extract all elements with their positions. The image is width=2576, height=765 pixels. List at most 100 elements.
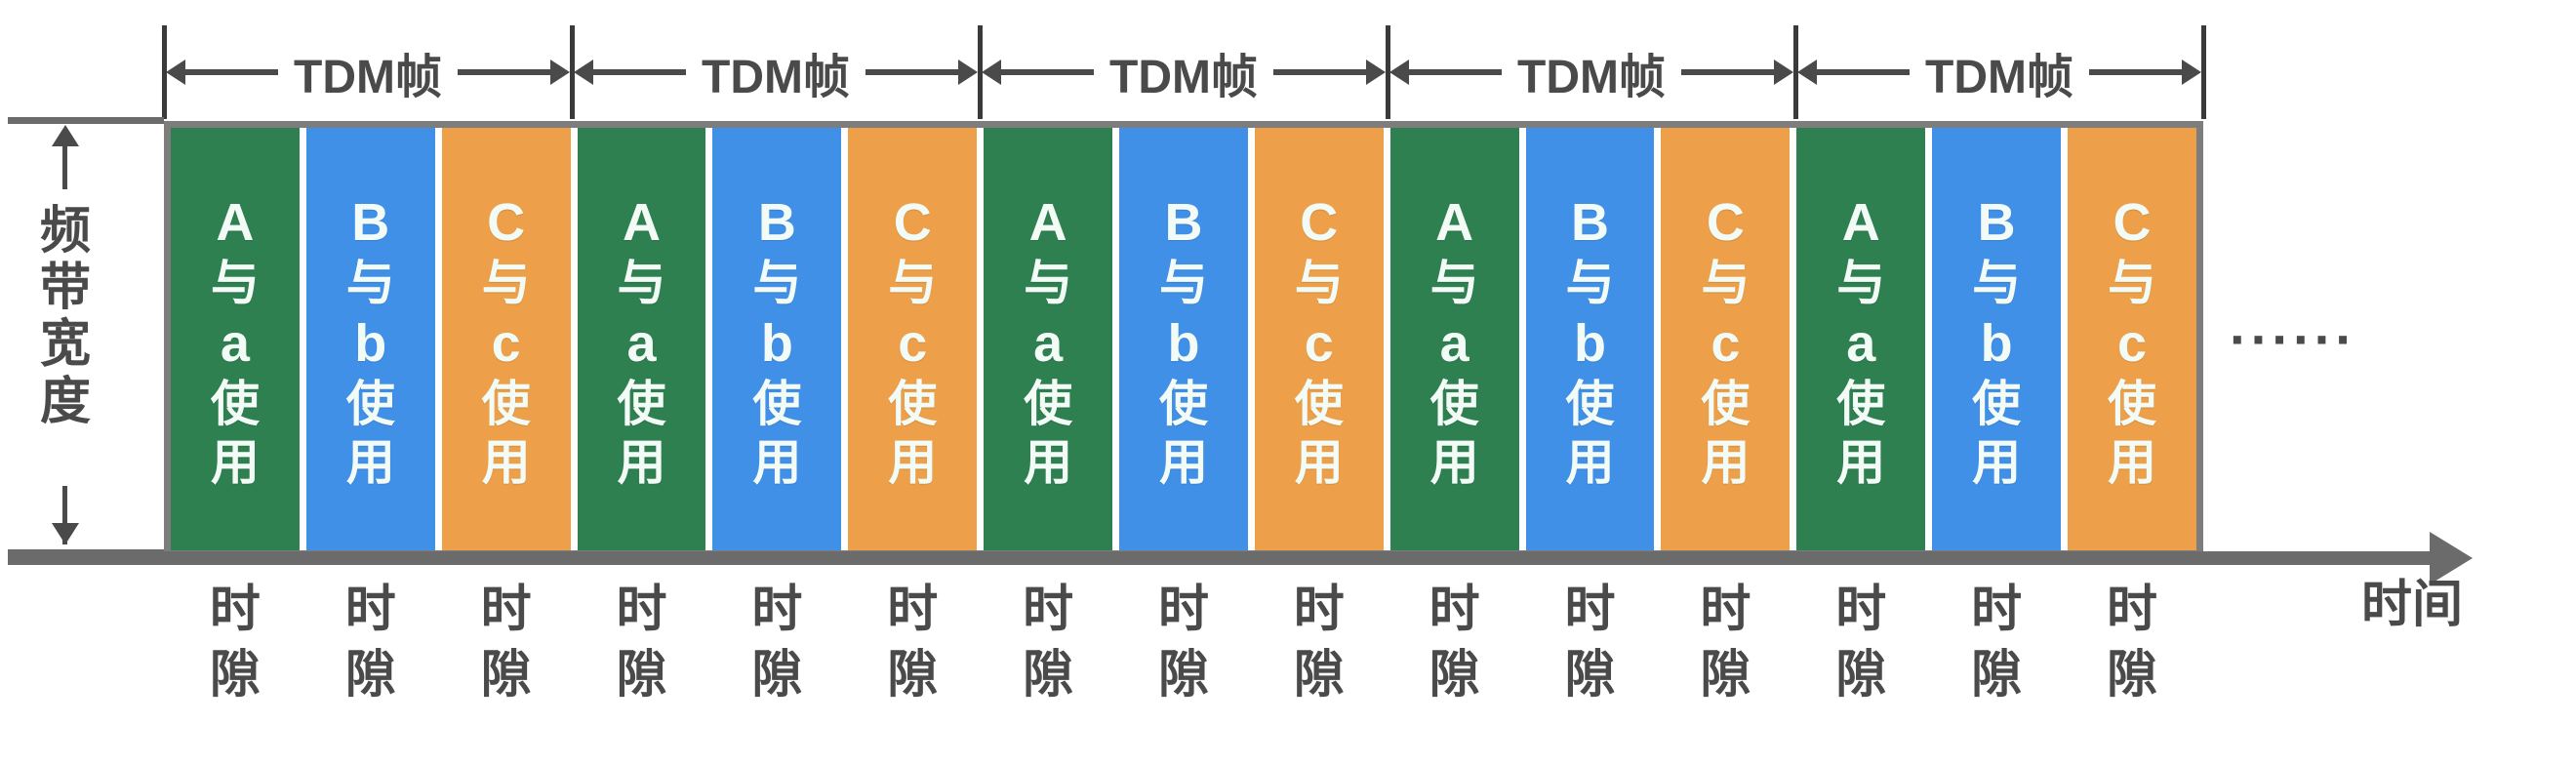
slot-block-char: A (1841, 192, 1880, 252)
slot-label-char: 隙 (344, 646, 396, 704)
slot-block-char: 使 (1294, 376, 1344, 431)
slot-block-char: 使 (481, 376, 531, 431)
slot-block-char: 与 (888, 255, 938, 310)
slot-block-char: 使 (1429, 376, 1479, 431)
slot-block-char: c (898, 313, 928, 373)
slot-label-char: 时 (1293, 582, 1345, 638)
slot-block-char: 与 (752, 255, 802, 310)
slot-block-char: 与 (210, 255, 260, 310)
slot-label-char: 隙 (209, 646, 261, 704)
slot-label: 时隙 (1255, 578, 1384, 707)
slot-block-char: 用 (752, 434, 802, 490)
slot-block-char: 与 (1294, 255, 1344, 310)
slot-label: 时隙 (1932, 578, 2061, 707)
slot-block-char: 与 (1701, 255, 1751, 310)
slot-block-char: 使 (752, 376, 802, 431)
time-axis-arrow-icon (2430, 532, 2473, 584)
slot-label: 时隙 (442, 578, 571, 707)
tdm-frame-span: TDM帧 (164, 25, 572, 119)
slot-block-char: A (1028, 192, 1067, 252)
slot-block-char: c (1711, 313, 1741, 373)
slot-block-char: 使 (210, 376, 260, 431)
frame-boundary-tick (1386, 25, 1390, 119)
slot-block-char: 与 (617, 255, 666, 310)
slot-block-char: 用 (1158, 434, 1208, 490)
slot-block-char: b (1980, 313, 2013, 373)
frame-arrow-left-icon (1389, 60, 1409, 85)
slot-label-char: 隙 (1157, 646, 1209, 704)
slot-label-char: 时 (1157, 582, 1209, 638)
slot-block-char: B (757, 192, 796, 252)
slot-block-char: 与 (1972, 255, 2022, 310)
slot-block-char: a (626, 313, 657, 373)
frame-arrow-right-icon (1774, 60, 1793, 85)
tdm-frame-band: TDM帧 TDM帧 TDM帧 TDM帧 TDM帧 (162, 25, 2206, 119)
frame-arrow-right-icon (550, 60, 570, 85)
slot-block-char: A (1435, 192, 1474, 252)
bandwidth-axis-group: 频带宽度 (0, 117, 164, 556)
slot-block-char: C (1706, 192, 1745, 252)
slot-block-char: c (2116, 313, 2147, 373)
slot-label-char: 隙 (1023, 646, 1074, 704)
slot-block-char: b (354, 313, 387, 373)
frame-arrow-right-icon (1366, 60, 1386, 85)
slot-block-char: 与 (1158, 255, 1208, 310)
slot-block-char: a (1439, 313, 1469, 373)
slot-block-char: 与 (345, 255, 395, 310)
slot-block-char: 使 (345, 376, 395, 431)
tdm-frame-label: TDM帧 (686, 38, 865, 106)
slot-label-char: 时 (1700, 582, 1751, 638)
slot-block-char: C (1300, 192, 1339, 252)
slot-block-char: B (1977, 192, 2016, 252)
slot-label-char: 时 (616, 582, 667, 638)
frame-arrow-right-icon (2182, 60, 2201, 85)
slot-label: 时隙 (171, 578, 300, 707)
slot-block-char: 使 (1024, 376, 1073, 431)
slot-label: 时隙 (2068, 578, 2196, 707)
slot-block-char: b (1167, 313, 1200, 373)
slot-label-char: 隙 (751, 646, 803, 704)
slot-block-char: b (760, 313, 793, 373)
slot-block-char: B (1571, 192, 1610, 252)
slot-block-char: c (1304, 313, 1334, 373)
tdm-frame-label: TDM帧 (1910, 38, 2089, 106)
time-axis-label: 时间 (2360, 577, 2463, 633)
bandwidth-axis-label: 频带宽度 (39, 203, 91, 430)
slot-block-char: 用 (1429, 434, 1479, 490)
slot-block-char: 与 (1024, 255, 1073, 310)
slot-label-char: 隙 (1293, 646, 1345, 704)
bandwidth-up-shaft (62, 131, 67, 189)
slot-label-char: 隙 (480, 646, 532, 704)
slot-block-char: 使 (1701, 376, 1751, 431)
tdm-frame-label: TDM帧 (1094, 38, 1273, 106)
tdm-frame-span: TDM帧 (1795, 25, 2203, 119)
slot-block-char: 使 (2107, 376, 2156, 431)
tdm-frame-span: TDM帧 (980, 25, 1388, 119)
slot-label-char: 时 (1835, 582, 1887, 638)
slot-label-char: 时 (1564, 582, 1616, 638)
frame-boundary-tick (978, 25, 983, 119)
slot-block-char: 用 (2107, 434, 2156, 490)
slot-block-char: 与 (481, 255, 531, 310)
slot-block-char: 使 (1158, 376, 1208, 431)
slot-label: 时隙 (306, 578, 435, 707)
slot-block-char: a (1033, 313, 1064, 373)
slot-label-char: 时 (887, 582, 939, 638)
tdm-frame-label: TDM帧 (278, 38, 458, 106)
slot-block-char: c (491, 313, 521, 373)
slot-block-char: C (487, 192, 526, 252)
slot-block-char: 使 (1836, 376, 1886, 431)
slot-label-row: 时隙时隙时隙时隙时隙时隙时隙时隙时隙时隙时隙时隙时隙时隙时隙 (171, 578, 2196, 707)
slot-label: 时隙 (712, 578, 841, 707)
frame-arrow-left-icon (1797, 60, 1817, 85)
slot-block-char: 用 (617, 434, 666, 490)
